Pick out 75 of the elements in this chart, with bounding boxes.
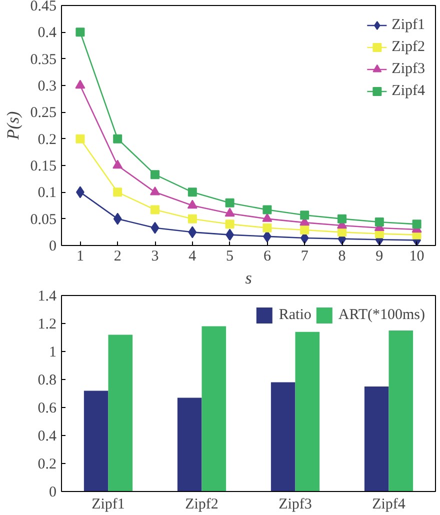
x-tick-label: 2 (114, 248, 122, 264)
point (374, 218, 384, 227)
y-tick-label: 1 (49, 344, 56, 360)
y-tick-label: 0.35 (30, 52, 56, 68)
y-tick-label: 0.6 (38, 400, 57, 416)
y-tick-label: 0.2 (38, 456, 56, 472)
y-tick-label: 0.8 (38, 372, 56, 388)
point (262, 205, 272, 214)
y-tick-label: 0 (49, 238, 56, 254)
x-axis-title: s (245, 268, 252, 288)
point (188, 214, 197, 224)
bar (364, 386, 389, 492)
point (412, 220, 422, 229)
y-tick-label: 0.15 (30, 158, 56, 174)
y-axis-title: P(s) (3, 111, 22, 141)
point (150, 170, 160, 180)
point (225, 220, 234, 229)
point (150, 222, 160, 234)
point (188, 226, 197, 238)
y-tick-label: 1.2 (38, 316, 56, 332)
bar (270, 382, 296, 492)
x-tick-label: 4 (188, 248, 197, 264)
legend-label: Zipf4 (392, 82, 425, 100)
point (112, 160, 123, 169)
x-tick-label: 6 (263, 248, 272, 264)
point (188, 188, 197, 197)
x-tick-label: 7 (300, 248, 309, 264)
y-tick-label: 0.05 (30, 212, 56, 228)
bar (177, 398, 202, 492)
point (150, 205, 160, 214)
x-tick-label: Zipf2 (185, 496, 218, 512)
x-tick-label: Zipf1 (92, 496, 125, 512)
point (338, 228, 346, 237)
y-tick-label: 1.4 (38, 288, 57, 304)
x-tick-label: Zipf3 (278, 496, 312, 512)
point (150, 186, 160, 196)
point (76, 28, 85, 37)
bar (108, 334, 133, 492)
point (262, 223, 272, 232)
x-tick-label: 9 (376, 248, 384, 264)
y-tick-label: 0.2 (38, 132, 56, 148)
y-tick-label: 0.4 (38, 428, 57, 444)
y-tick-label: 0 (49, 484, 56, 500)
legend-label: ART(*100ms) (338, 306, 425, 324)
y-tick-label: 0.3 (38, 78, 56, 94)
x-tick-label: 8 (338, 248, 346, 264)
x-tick-label: 5 (226, 248, 234, 264)
bar (84, 390, 108, 492)
y-tick-label: 0.4 (38, 25, 57, 42)
y-tick-label: 0.45 (30, 0, 56, 14)
bar (388, 330, 414, 492)
point (262, 213, 272, 222)
x-tick-label: 1 (76, 248, 84, 264)
legend-label: Zipf1 (392, 16, 425, 34)
point (300, 210, 310, 220)
bar (202, 326, 226, 492)
point (300, 226, 310, 235)
y-tick-label: 0.25 (30, 105, 56, 122)
point (113, 134, 122, 144)
point (187, 200, 198, 209)
x-tick-label: Zipf4 (372, 496, 406, 512)
point (76, 134, 85, 144)
point (113, 212, 122, 225)
point (113, 188, 122, 197)
legend-label: Zipf3 (392, 60, 425, 78)
x-tick-label: 10 (409, 248, 424, 264)
legend-label: Zipf2 (392, 38, 425, 56)
bar (295, 332, 320, 492)
legend-label: Ratio (278, 306, 312, 324)
x-tick-label: 3 (151, 248, 159, 264)
point (75, 80, 86, 89)
y-tick-label: 0.1 (38, 185, 56, 202)
point (338, 214, 346, 224)
point (225, 198, 234, 208)
point (224, 208, 235, 217)
